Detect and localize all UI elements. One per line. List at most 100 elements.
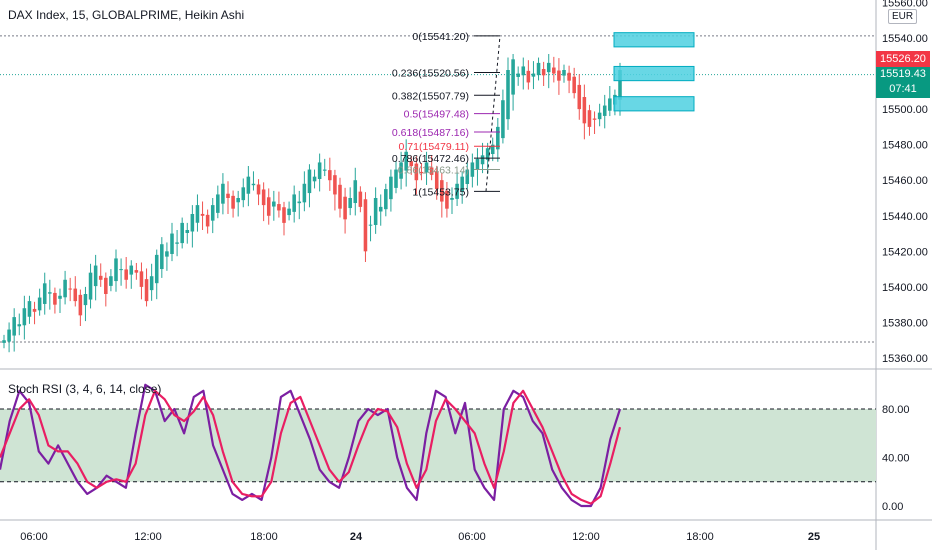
candle-body xyxy=(577,84,582,110)
candle-body xyxy=(73,288,78,302)
candle-body xyxy=(37,297,42,311)
candle-body xyxy=(322,169,327,171)
candle-body xyxy=(27,301,32,317)
candle-body xyxy=(292,194,296,212)
time-axis-label: 06:00 xyxy=(20,531,48,543)
candle-body xyxy=(93,265,98,287)
supply-demand-zone xyxy=(613,65,695,82)
candle-body xyxy=(597,112,602,120)
candle-body xyxy=(7,329,11,342)
candle-body xyxy=(582,97,587,124)
currency-label[interactable]: EUR xyxy=(888,9,918,24)
candle-body xyxy=(266,197,271,216)
candle-body xyxy=(200,213,205,216)
candle-body xyxy=(333,175,337,195)
candle-body xyxy=(602,105,607,116)
candle-body xyxy=(287,208,291,216)
candle-body xyxy=(373,198,378,225)
candle-body xyxy=(119,269,123,271)
candle-body xyxy=(419,171,424,174)
stoch-k-line xyxy=(0,383,622,508)
time-axis-label: 25 xyxy=(808,531,820,543)
candle-body xyxy=(343,196,347,220)
candle-body xyxy=(562,70,566,76)
candle-body xyxy=(42,283,47,304)
candle-body xyxy=(460,176,464,192)
fib-level-label: 1(15453.75) xyxy=(412,186,469,198)
chart-title: DAX Index, 15, GLOBALPRIME, Heikin Ashi xyxy=(8,8,245,22)
candle-body xyxy=(175,242,179,244)
candle-body xyxy=(572,76,576,94)
rsi-axis-label: 0.00 xyxy=(882,501,903,513)
fib-trend-line xyxy=(485,35,501,192)
candle-body xyxy=(261,189,266,206)
price-axis-label: 15460.00 xyxy=(882,175,928,187)
candle-body xyxy=(302,183,307,203)
candle-body xyxy=(246,176,251,194)
rsi-band xyxy=(0,409,876,482)
price-axis-label: 15420.00 xyxy=(882,246,928,258)
stoch-d-line xyxy=(0,389,622,505)
candle-body xyxy=(236,198,240,203)
fib-level-label: 0.86(15463.14) xyxy=(398,165,469,177)
candle-body xyxy=(501,100,505,139)
candle-body xyxy=(394,169,398,188)
price-tag-green: 15519.43 07:41 xyxy=(876,67,930,98)
candle-body xyxy=(272,201,276,207)
candle-body xyxy=(389,176,393,200)
candle-body xyxy=(541,68,546,76)
price-tag-red: 15526.20 xyxy=(876,51,930,67)
candle-body xyxy=(480,155,485,165)
candle-body xyxy=(256,184,261,195)
candle-body xyxy=(98,275,103,280)
candle-body xyxy=(78,294,83,316)
fib-level-label: 0.382(15507.79) xyxy=(392,90,469,102)
candle-body xyxy=(384,189,388,210)
time-axis-label: 18:00 xyxy=(686,531,714,543)
candle-body xyxy=(139,271,144,287)
time-axis-label: 06:00 xyxy=(458,531,486,543)
countdown-label: 07:41 xyxy=(889,83,917,95)
candle-body xyxy=(490,144,495,155)
candle-body xyxy=(465,169,470,184)
candle-body xyxy=(12,317,16,336)
candle-body xyxy=(521,66,526,76)
candle-body xyxy=(312,176,317,182)
candle-body xyxy=(496,126,500,150)
candle-body xyxy=(32,308,37,312)
candle-body xyxy=(282,207,286,223)
candle-body xyxy=(104,277,108,294)
candle-body xyxy=(414,163,419,181)
price-axis-label: 15360.00 xyxy=(882,353,928,365)
candle-body xyxy=(546,62,551,73)
candle-body xyxy=(109,276,113,286)
candle-body xyxy=(134,270,139,273)
candle-body xyxy=(399,162,403,179)
candle-body xyxy=(160,244,164,270)
fib-level-label: 0.786(15472.46) xyxy=(392,153,469,165)
fib-level-label: 0.5(15497.48) xyxy=(404,109,469,121)
candle-body xyxy=(353,180,358,204)
candle-body xyxy=(216,194,220,213)
price-axis-label: 15400.00 xyxy=(882,282,928,294)
candle-body xyxy=(251,183,256,186)
candle-body xyxy=(567,72,571,81)
candle-body xyxy=(475,158,480,170)
rsi-axis-label: 40.00 xyxy=(882,453,910,465)
candle-body xyxy=(531,73,536,77)
candle-body xyxy=(241,187,246,201)
time-axis-label: 12:00 xyxy=(134,531,162,543)
candle-body xyxy=(144,279,149,302)
candle-body xyxy=(328,170,332,181)
candle-body xyxy=(277,204,281,211)
candle-body xyxy=(22,308,27,326)
candle-body xyxy=(180,222,184,244)
candle-body xyxy=(165,251,169,257)
candle-body xyxy=(368,224,373,226)
candle-body xyxy=(378,206,383,212)
candle-body xyxy=(440,180,444,202)
candle-body xyxy=(434,171,439,190)
candle-body xyxy=(552,67,556,74)
candle-body xyxy=(404,151,408,171)
